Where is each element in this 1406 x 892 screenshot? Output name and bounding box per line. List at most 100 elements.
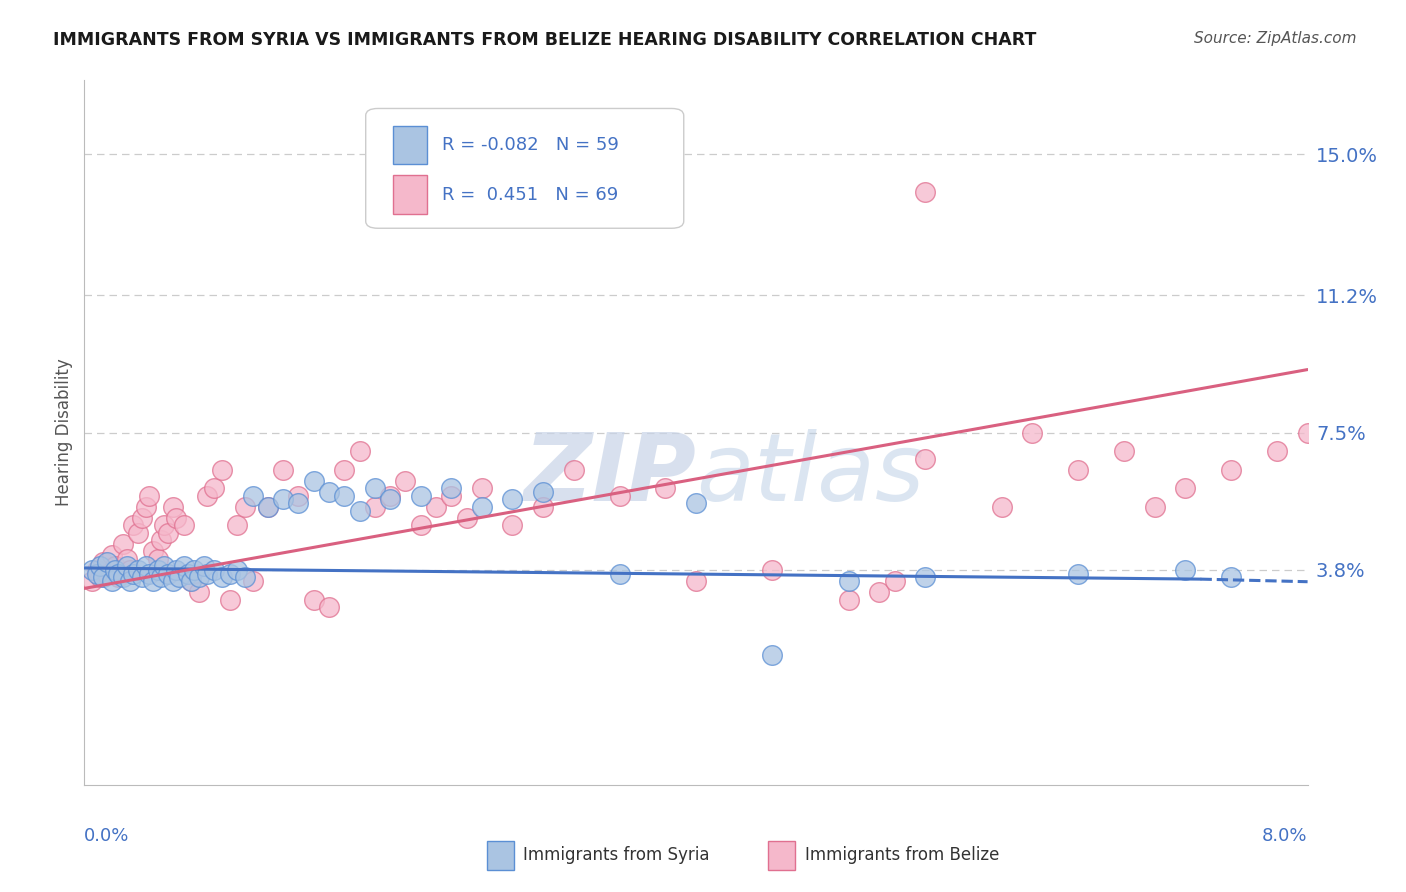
Point xyxy=(685,496,707,510)
Point xyxy=(122,518,145,533)
Point xyxy=(654,481,676,495)
Point xyxy=(80,574,103,588)
Point xyxy=(188,570,211,584)
Point xyxy=(233,500,256,514)
Point xyxy=(914,451,936,466)
Text: Immigrants from Syria: Immigrants from Syria xyxy=(523,847,710,864)
Text: Source: ZipAtlas.com: Source: ZipAtlas.com xyxy=(1194,31,1357,46)
Point xyxy=(162,574,184,588)
Point xyxy=(761,648,783,662)
Point xyxy=(531,500,554,514)
Point xyxy=(101,548,124,562)
Point xyxy=(1114,444,1136,458)
Point xyxy=(120,574,142,588)
Point xyxy=(104,559,127,574)
Point xyxy=(211,570,233,584)
Point xyxy=(177,566,200,581)
Point xyxy=(115,551,138,566)
Text: 0.0%: 0.0% xyxy=(84,827,129,846)
Point xyxy=(502,518,524,533)
Point xyxy=(89,570,111,584)
Point xyxy=(180,574,202,588)
Point xyxy=(80,563,103,577)
Text: R =  0.451   N = 69: R = 0.451 N = 69 xyxy=(441,186,617,203)
Point xyxy=(195,489,218,503)
Point xyxy=(685,574,707,588)
Point xyxy=(142,574,165,588)
Point xyxy=(226,563,249,577)
Point xyxy=(333,489,356,503)
Point xyxy=(1067,566,1090,581)
Point xyxy=(380,489,402,503)
Point xyxy=(1265,444,1288,458)
Point xyxy=(188,585,211,599)
Point xyxy=(1296,425,1319,440)
Text: ZIP: ZIP xyxy=(523,429,696,521)
Point xyxy=(318,485,340,500)
Point xyxy=(349,503,371,517)
Point xyxy=(257,500,280,514)
Point xyxy=(111,570,134,584)
Point xyxy=(149,533,172,548)
Point xyxy=(380,492,402,507)
Text: 8.0%: 8.0% xyxy=(1263,827,1308,846)
Point xyxy=(111,537,134,551)
Point xyxy=(153,559,176,574)
Point xyxy=(318,599,340,614)
Point xyxy=(173,559,195,574)
Point xyxy=(86,563,108,577)
Point xyxy=(242,574,264,588)
Point xyxy=(131,570,153,584)
Point xyxy=(211,463,233,477)
Point xyxy=(409,489,432,503)
Point xyxy=(142,544,165,558)
Point xyxy=(165,563,187,577)
Point xyxy=(149,570,172,584)
Point xyxy=(364,500,387,514)
Point xyxy=(271,492,294,507)
Point xyxy=(333,463,356,477)
Point xyxy=(135,500,157,514)
Point xyxy=(153,518,176,533)
Point xyxy=(127,525,149,540)
Point xyxy=(1174,563,1197,577)
Point xyxy=(183,563,205,577)
Point xyxy=(302,474,325,488)
Text: Immigrants from Belize: Immigrants from Belize xyxy=(804,847,1000,864)
Point xyxy=(202,481,225,495)
Point xyxy=(107,566,129,581)
Point xyxy=(218,592,240,607)
Point xyxy=(1174,481,1197,495)
Text: R = -0.082   N = 59: R = -0.082 N = 59 xyxy=(441,136,619,154)
Point xyxy=(104,563,127,577)
Text: atlas: atlas xyxy=(696,429,924,520)
Point xyxy=(364,481,387,495)
Point xyxy=(394,474,416,488)
Point xyxy=(167,570,190,584)
Point xyxy=(883,574,905,588)
Point xyxy=(135,559,157,574)
Point xyxy=(349,444,371,458)
Point xyxy=(157,525,180,540)
Point xyxy=(195,566,218,581)
Point xyxy=(914,570,936,584)
Point xyxy=(202,563,225,577)
Point xyxy=(138,489,160,503)
Point xyxy=(531,485,554,500)
Point xyxy=(409,518,432,533)
Point xyxy=(271,463,294,477)
Point xyxy=(218,566,240,581)
Point xyxy=(609,489,631,503)
Y-axis label: Hearing Disability: Hearing Disability xyxy=(55,359,73,507)
Point xyxy=(502,492,524,507)
Point xyxy=(1021,425,1043,440)
Point xyxy=(761,563,783,577)
Point xyxy=(456,511,478,525)
Point xyxy=(226,518,249,533)
Point xyxy=(838,592,860,607)
Bar xyxy=(486,841,513,870)
Point xyxy=(838,574,860,588)
Point xyxy=(287,489,309,503)
Point xyxy=(440,489,463,503)
Point xyxy=(1067,463,1090,477)
